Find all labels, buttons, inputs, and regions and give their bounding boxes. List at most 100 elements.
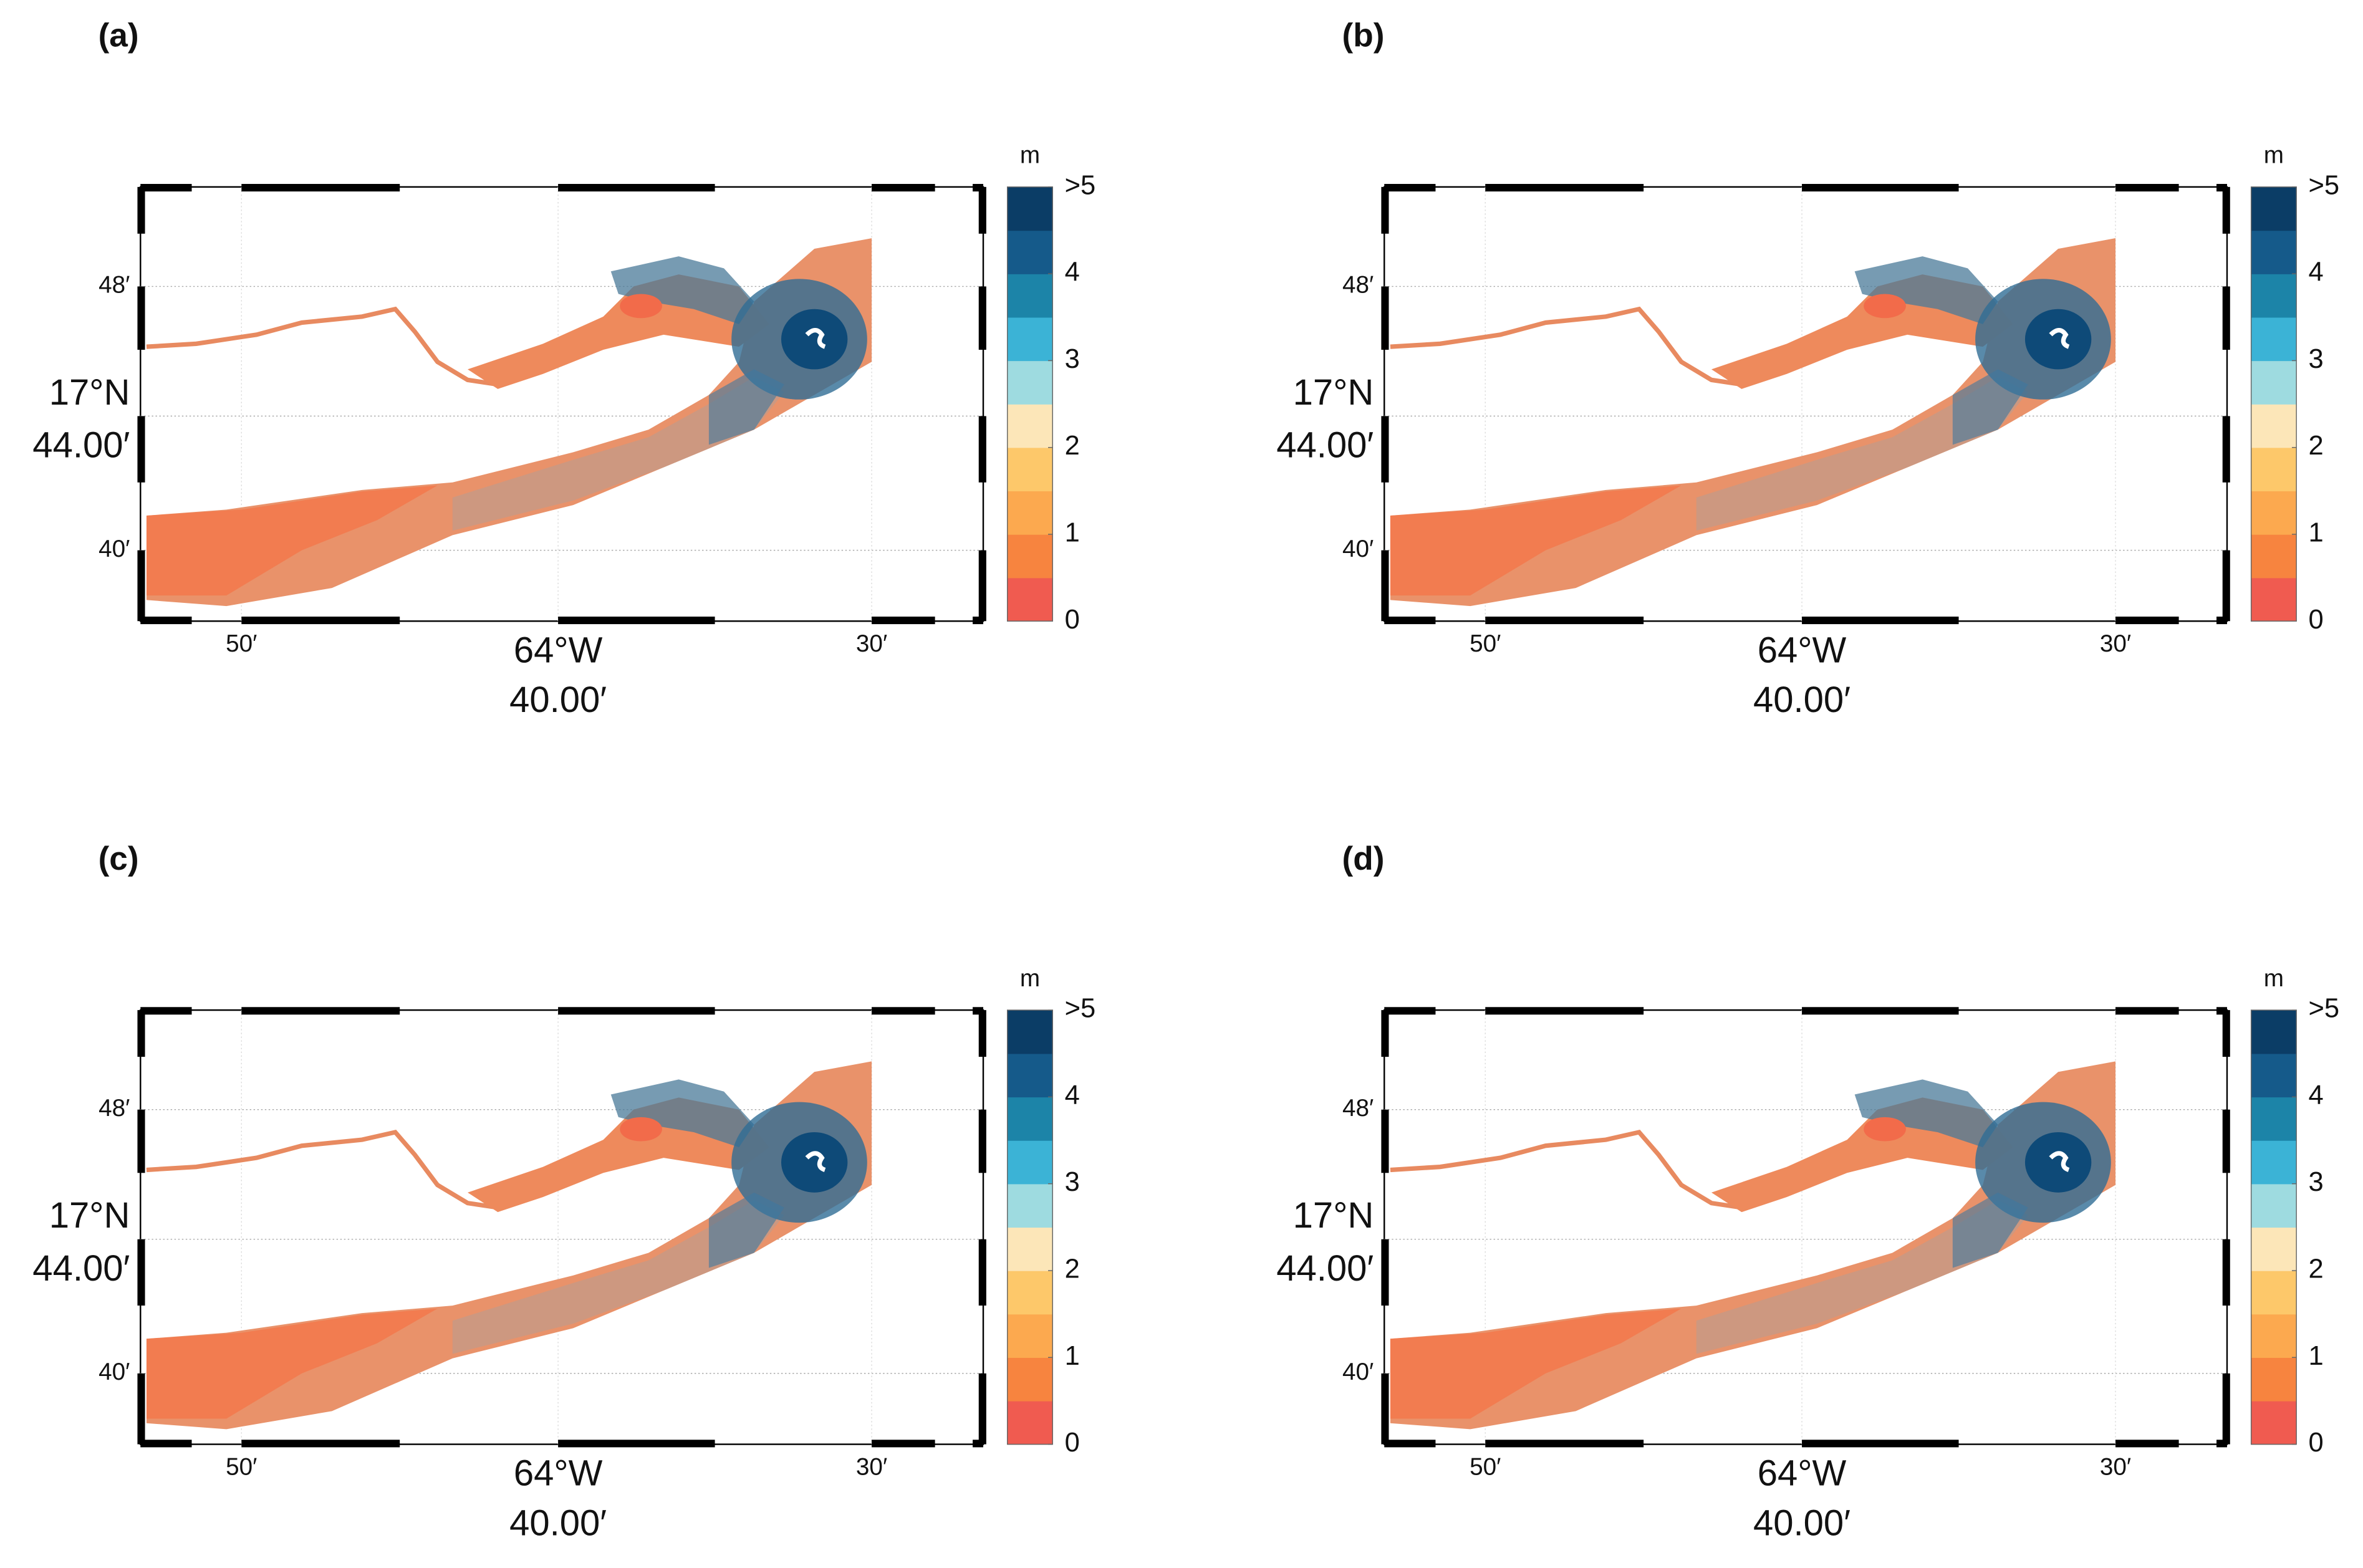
border-segment bbox=[978, 1239, 986, 1306]
colorbar-tick-label: >5 bbox=[2309, 994, 2340, 1024]
colorbar-tick-label: 0 bbox=[1065, 605, 1080, 635]
colorbar-tick-label: 3 bbox=[2309, 1167, 2324, 1197]
border-segment bbox=[978, 416, 986, 483]
longitude-label: 40.00′ bbox=[509, 680, 607, 720]
colorbar-frame bbox=[1006, 1009, 1053, 1445]
colorbar-frame bbox=[2250, 1009, 2297, 1445]
border-segment bbox=[1802, 184, 1959, 192]
colorbar-band bbox=[2251, 1357, 2297, 1402]
colorbar-band bbox=[2251, 404, 2297, 448]
colorbar-tick-label: 3 bbox=[1065, 1167, 1080, 1197]
colorbar-band bbox=[2251, 1010, 2297, 1054]
colorbar-tick-label: >5 bbox=[1065, 994, 1096, 1024]
colorbar-unit: m bbox=[1020, 965, 1040, 992]
panel: (d) 48′ 17°N 44.00′ 40′ 50′ 64°W 40.00′ 30′ m 0 1 2 3… bbox=[1276, 840, 2339, 1544]
colorbar-tick-label: 4 bbox=[2309, 1080, 2324, 1110]
colorbar-band bbox=[2251, 447, 2297, 492]
colorbar-tick-label: 2 bbox=[2309, 1254, 2324, 1284]
colorbar-band bbox=[2251, 1097, 2297, 1141]
colorbar-band bbox=[2251, 1227, 2297, 1271]
latitude-label: 40′ bbox=[1342, 1359, 1374, 1385]
panel: (c) 48′ 17°N 44.00′ 40′ 50′ 64°W 40.00′ 30′ m 0 1 2 3… bbox=[32, 840, 1095, 1544]
border-segment bbox=[140, 1440, 192, 1448]
colorbar-tick-label: 4 bbox=[2309, 257, 2324, 287]
border-segment bbox=[2222, 1109, 2230, 1173]
longitude-label: 64°W bbox=[1758, 630, 1847, 670]
longitude-label: 50′ bbox=[226, 1453, 257, 1480]
colorbar-unit: m bbox=[2264, 965, 2284, 992]
border-segment bbox=[978, 1109, 986, 1173]
colorbar-tick-label: 0 bbox=[1065, 1428, 1080, 1458]
border-segment bbox=[1381, 186, 1389, 234]
border-segment bbox=[558, 184, 715, 192]
border-segment bbox=[140, 1007, 192, 1015]
border-segment bbox=[241, 1007, 400, 1015]
border-segment bbox=[872, 1440, 935, 1448]
colorbar-tick-label: 1 bbox=[2309, 517, 2324, 547]
latitude-label: 17°N bbox=[1293, 372, 1374, 413]
border-segment bbox=[241, 1440, 400, 1448]
latitude-label: 44.00′ bbox=[32, 425, 130, 466]
longitude-label: 30′ bbox=[856, 1453, 887, 1480]
longitude-label: 30′ bbox=[2100, 1453, 2131, 1480]
border-segment bbox=[137, 186, 145, 234]
border-segment bbox=[2222, 186, 2230, 234]
border-segment bbox=[558, 1007, 715, 1015]
colorbar-tick-label: 0 bbox=[2309, 605, 2324, 635]
border-segment bbox=[137, 416, 145, 483]
border-segment bbox=[1384, 617, 1436, 625]
colorbar-tick-label: 3 bbox=[2309, 344, 2324, 374]
longitude-label: 30′ bbox=[856, 630, 887, 657]
colorbar-band bbox=[2251, 186, 2297, 231]
longitude-label: 64°W bbox=[514, 630, 603, 670]
longitude-label: 64°W bbox=[1758, 1453, 1847, 1494]
border-segment bbox=[1381, 1010, 1389, 1057]
longitude-label: 30′ bbox=[2100, 630, 2131, 657]
latitude-label: 44.00′ bbox=[1276, 1248, 1374, 1289]
border-segment bbox=[1485, 1007, 1644, 1015]
colorbar-frame bbox=[2250, 186, 2297, 622]
panel-label: (a) bbox=[99, 17, 139, 54]
latitude-label: 17°N bbox=[49, 1195, 130, 1236]
colorbar-band bbox=[2251, 1183, 2297, 1228]
border-segment bbox=[978, 286, 986, 350]
colorbar-band bbox=[2251, 534, 2297, 579]
border-segment bbox=[137, 1239, 145, 1306]
colorbar-band bbox=[1007, 274, 1053, 318]
border-segment bbox=[140, 617, 192, 625]
border-segment bbox=[558, 617, 715, 625]
panel-label: (d) bbox=[1342, 840, 1385, 877]
colorbar-tick-label: 4 bbox=[1065, 1080, 1080, 1110]
border-segment bbox=[137, 1010, 145, 1057]
colorbar-band bbox=[1007, 1314, 1053, 1358]
colorbar-band bbox=[1007, 1010, 1053, 1054]
border-segment bbox=[1381, 286, 1389, 350]
colorbar-band bbox=[2251, 1314, 2297, 1358]
colorbar-tick-label: 1 bbox=[1065, 1341, 1080, 1371]
border-segment bbox=[2115, 1440, 2179, 1448]
border-segment bbox=[978, 1373, 986, 1445]
longitude-label: 64°W bbox=[514, 1453, 603, 1494]
colorbar-band bbox=[1007, 577, 1053, 622]
border-segment bbox=[2222, 1010, 2230, 1057]
border-segment bbox=[872, 1007, 935, 1015]
border-segment bbox=[1381, 1373, 1389, 1445]
colorbar-band bbox=[1007, 1227, 1053, 1271]
border-segment bbox=[978, 1010, 986, 1057]
latitude-label: 44.00′ bbox=[1276, 425, 1374, 466]
colorbar-tick-label: 3 bbox=[1065, 344, 1080, 374]
colorbar-tick-label: 2 bbox=[1065, 1254, 1080, 1284]
colorbar-band bbox=[1007, 1357, 1053, 1402]
longitude-label: 50′ bbox=[1470, 630, 1501, 657]
border-segment bbox=[1381, 1239, 1389, 1306]
border-segment bbox=[872, 617, 935, 625]
border-segment bbox=[137, 550, 145, 622]
longitude-label: 50′ bbox=[226, 630, 257, 657]
colorbar-band bbox=[2251, 1140, 2297, 1185]
colorbar-frame bbox=[1006, 186, 1053, 622]
colorbar-unit: m bbox=[2264, 142, 2284, 169]
border-segment bbox=[1384, 1007, 1436, 1015]
border-segment bbox=[1381, 550, 1389, 622]
panel-label: (c) bbox=[99, 840, 139, 877]
